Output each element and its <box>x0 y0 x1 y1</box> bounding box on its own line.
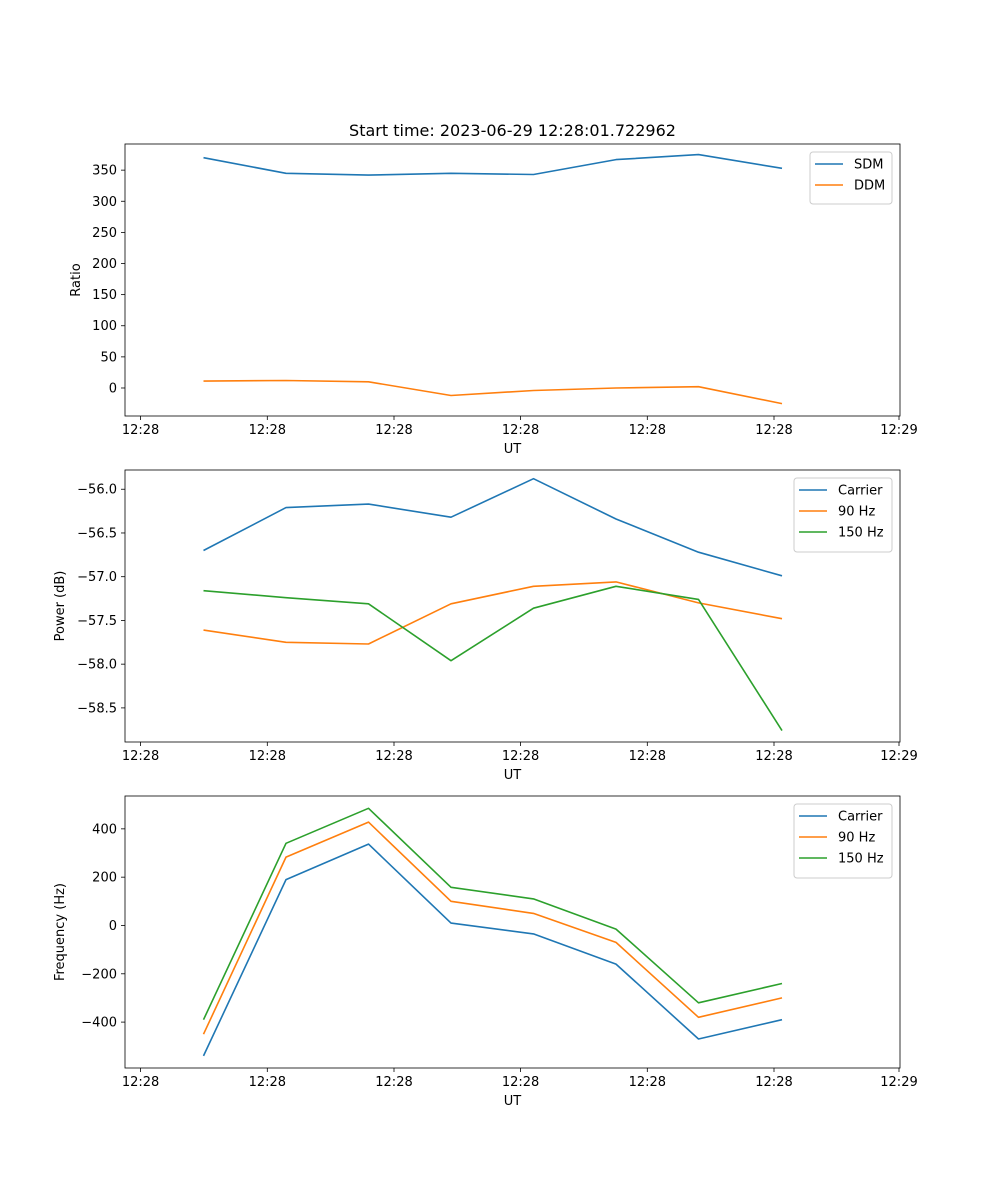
legend-label: Carrier <box>838 484 883 499</box>
y-tick-label: −56.0 <box>77 483 117 498</box>
y-axis-label: Frequency (Hz) <box>53 883 68 981</box>
x-tick-label: 12:29 <box>880 423 917 438</box>
x-tick-label: 12:29 <box>880 1075 917 1090</box>
plot-frame <box>124 143 901 417</box>
y-tick-label: −56.5 <box>77 526 117 541</box>
series-line-carrier <box>203 477 783 577</box>
x-tick-label: 12:28 <box>122 749 159 764</box>
y-axis-label: Ratio <box>69 263 84 296</box>
legend: SDM DDM <box>809 151 893 205</box>
legend-box <box>809 151 893 205</box>
x-axis-label: UT <box>504 768 522 783</box>
legend-label: 90 Hz <box>838 505 875 520</box>
legend-label: Carrier <box>838 810 883 825</box>
x-tick-label: 12:28 <box>755 1075 792 1090</box>
legend-label: 90 Hz <box>838 831 875 846</box>
chart-panel-3: 12:28 12:28 12:28 12:28 12:28 12:28 12:29 −400 −… <box>53 795 918 1109</box>
series-line-sdm <box>203 153 783 176</box>
y-tick-label: −400 <box>81 1016 117 1031</box>
plot-frame <box>124 795 901 1069</box>
legend-label: 150 Hz <box>838 526 884 541</box>
x-tick-label: 12:28 <box>755 749 792 764</box>
x-tick-label: 12:28 <box>249 749 286 764</box>
y-tick-label: −57.0 <box>77 570 117 585</box>
x-tick-label: 12:28 <box>249 1075 286 1090</box>
series-line-90-hz <box>203 581 783 645</box>
y-tick-label: 100 <box>92 319 117 334</box>
series-line-ddm <box>203 379 783 405</box>
legend-box <box>793 477 893 553</box>
x-axis-label: UT <box>504 442 522 457</box>
y-tick-label: 400 <box>92 822 117 837</box>
x-tick-label: 12:28 <box>502 423 539 438</box>
chart-panel-1: 12:28 12:28 12:28 12:28 12:28 12:28 12:29 0 50 10… <box>69 143 918 457</box>
y-tick-label: 0 <box>109 919 117 934</box>
charts-layer: 12:28 12:28 12:28 12:28 12:28 12:28 12:29 0 50 10… <box>53 143 918 1109</box>
y-tick-label: 50 <box>100 350 117 365</box>
x-tick-label: 12:28 <box>629 749 666 764</box>
y-tick-label: −200 <box>81 967 117 982</box>
x-tick-label: 12:28 <box>122 423 159 438</box>
plot-frame <box>124 469 901 743</box>
legend-box <box>793 803 893 879</box>
x-tick-label: 12:28 <box>502 749 539 764</box>
y-tick-label: 200 <box>92 871 117 886</box>
chart-title: Start time: 2023-06-29 12:28:01.722962 <box>349 121 676 140</box>
x-tick-label: 12:28 <box>375 423 412 438</box>
y-tick-label: 250 <box>92 226 117 241</box>
x-tick-label: 12:28 <box>122 1075 159 1090</box>
y-axis-label: Power (dB) <box>53 571 68 642</box>
y-tick-label: 150 <box>92 288 117 303</box>
y-tick-label: 200 <box>92 257 117 272</box>
series-line-carrier <box>202 843 783 1057</box>
series-line-150-hz <box>203 585 783 732</box>
x-tick-label: 12:28 <box>375 749 412 764</box>
x-tick-label: 12:29 <box>880 749 917 764</box>
series-line-150-hz <box>202 807 783 1021</box>
y-tick-label: 0 <box>109 381 117 396</box>
x-tick-label: 12:28 <box>629 1075 666 1090</box>
legend-label: DDM <box>854 179 885 194</box>
x-tick-label: 12:28 <box>502 1075 539 1090</box>
x-axis-label: UT <box>504 1094 522 1109</box>
x-tick-label: 12:28 <box>375 1075 412 1090</box>
x-tick-label: 12:28 <box>629 423 666 438</box>
legend: Carrier 90 Hz 150 Hz <box>793 477 893 553</box>
series-line-90-hz <box>202 821 783 1035</box>
legend: Carrier 90 Hz 150 Hz <box>793 803 893 879</box>
y-tick-label: −58.0 <box>77 658 117 673</box>
x-tick-label: 12:28 <box>755 423 792 438</box>
legend-label: 150 Hz <box>838 852 884 867</box>
y-tick-label: 300 <box>92 195 117 210</box>
chart-panel-2: 12:28 12:28 12:28 12:28 12:28 12:28 12:29 −58.5… <box>53 469 918 783</box>
legend-label: SDM <box>854 158 883 173</box>
y-tick-label: −57.5 <box>77 614 117 629</box>
y-tick-label: −58.5 <box>77 701 117 716</box>
y-tick-label: 350 <box>92 164 117 179</box>
x-tick-label: 12:28 <box>249 423 286 438</box>
